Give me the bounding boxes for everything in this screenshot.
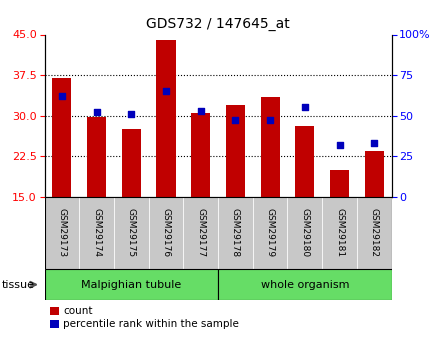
Text: GSM29173: GSM29173 [57,208,66,257]
Point [336,142,343,148]
Bar [191,113,210,197]
Bar [226,105,245,197]
Point [267,118,274,123]
Bar [114,197,149,269]
Text: GSM29179: GSM29179 [266,208,275,257]
Text: tissue: tissue [2,280,35,289]
Bar [287,197,322,269]
Point [93,110,100,115]
Bar [322,197,357,269]
Text: GSM29182: GSM29182 [370,208,379,257]
Point [301,105,308,110]
Text: GSM29178: GSM29178 [231,208,240,257]
Bar [44,269,218,300]
Point [197,108,204,114]
Point [58,93,65,99]
Bar [79,197,114,269]
Text: GSM29180: GSM29180 [300,208,309,257]
Text: Malpighian tubule: Malpighian tubule [81,280,182,289]
Text: GSM29177: GSM29177 [196,208,205,257]
Point [371,140,378,146]
Bar [149,197,183,269]
Bar [295,126,314,197]
Point [162,88,170,94]
Text: GSM29181: GSM29181 [335,208,344,257]
Bar [122,129,141,197]
Bar [53,78,71,197]
Legend: count, percentile rank within the sample: count, percentile rank within the sample [50,306,239,329]
Bar [365,151,384,197]
Text: GSM29175: GSM29175 [127,208,136,257]
Bar [330,170,349,197]
Bar [218,197,253,269]
Bar [44,197,79,269]
Bar [157,40,175,197]
Point [128,111,135,117]
Title: GDS732 / 147645_at: GDS732 / 147645_at [146,17,290,31]
Bar [261,97,279,197]
Bar [357,197,392,269]
Text: GSM29176: GSM29176 [162,208,170,257]
Bar [253,197,287,269]
Bar [218,269,392,300]
Bar [183,197,218,269]
Point [232,118,239,123]
Bar [87,117,106,197]
Text: whole organism: whole organism [261,280,349,289]
Text: GSM29174: GSM29174 [92,208,101,257]
